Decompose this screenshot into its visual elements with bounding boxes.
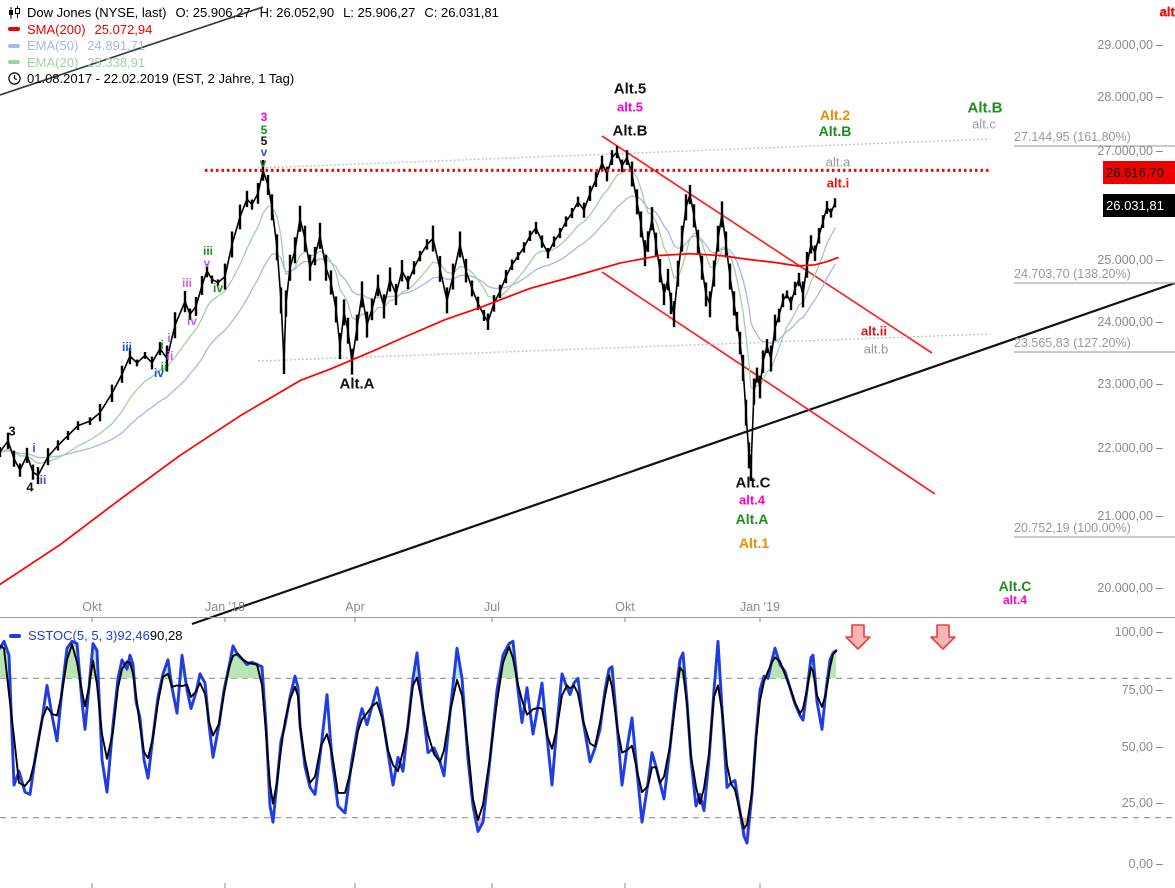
ema20-color-swatch bbox=[8, 60, 20, 65]
sma-value: 25.072,94 bbox=[94, 21, 153, 37]
stoch-color-swatch bbox=[9, 633, 21, 638]
instrument-name: Dow Jones (NYSE, last) bbox=[27, 5, 167, 21]
candlestick-icon bbox=[8, 5, 21, 20]
period-range: 01.08.2017 - 22.02.2019 (EST, 2 Jahre, 1… bbox=[27, 71, 295, 87]
legend-ema50-row[interactable]: EMA(50) 24.891,71 bbox=[8, 38, 508, 54]
ohlc-close: C: 26.031,81 bbox=[424, 5, 499, 21]
ema50-value: 24.891,71 bbox=[87, 38, 146, 54]
legend-period-row: 01.08.2017 - 22.02.2019 (EST, 2 Jahre, 1… bbox=[8, 71, 508, 87]
sma-color-swatch bbox=[8, 27, 20, 32]
ema50-color-swatch bbox=[8, 43, 20, 48]
chart-legend: Dow Jones (NYSE, last) O: 25.906,27 H: 2… bbox=[8, 5, 508, 88]
legend-sma-row[interactable]: SMA(200) 25.072,94 bbox=[8, 22, 508, 38]
stoch-d-value: 90,28 bbox=[149, 628, 183, 643]
sma-label: SMA(200) bbox=[27, 21, 86, 37]
stochastic-legend[interactable]: SSTOC(5, 5, 3) 92,46 90,28 bbox=[9, 628, 182, 643]
ohlc-high: H: 26.052,90 bbox=[259, 5, 335, 21]
ema50-label: EMA(50) bbox=[27, 38, 79, 54]
clock-icon bbox=[8, 72, 21, 85]
ema20-value: 25.338,91 bbox=[87, 54, 146, 70]
stoch-name: SSTOC(5, 5, 3) bbox=[28, 628, 118, 643]
ohlc-low: L: 25.906,27 bbox=[343, 5, 416, 21]
legend-instrument-row: Dow Jones (NYSE, last) O: 25.906,27 H: 2… bbox=[8, 5, 508, 21]
legend-ema20-row[interactable]: EMA(20) 25.338,91 bbox=[8, 55, 508, 71]
ema20-label: EMA(20) bbox=[27, 54, 79, 70]
clipped-alt-label: alt bbox=[1159, 4, 1175, 19]
ohlc-open: O: 25.906,27 bbox=[175, 5, 251, 21]
stoch-k-value: 92,46 bbox=[117, 628, 150, 643]
